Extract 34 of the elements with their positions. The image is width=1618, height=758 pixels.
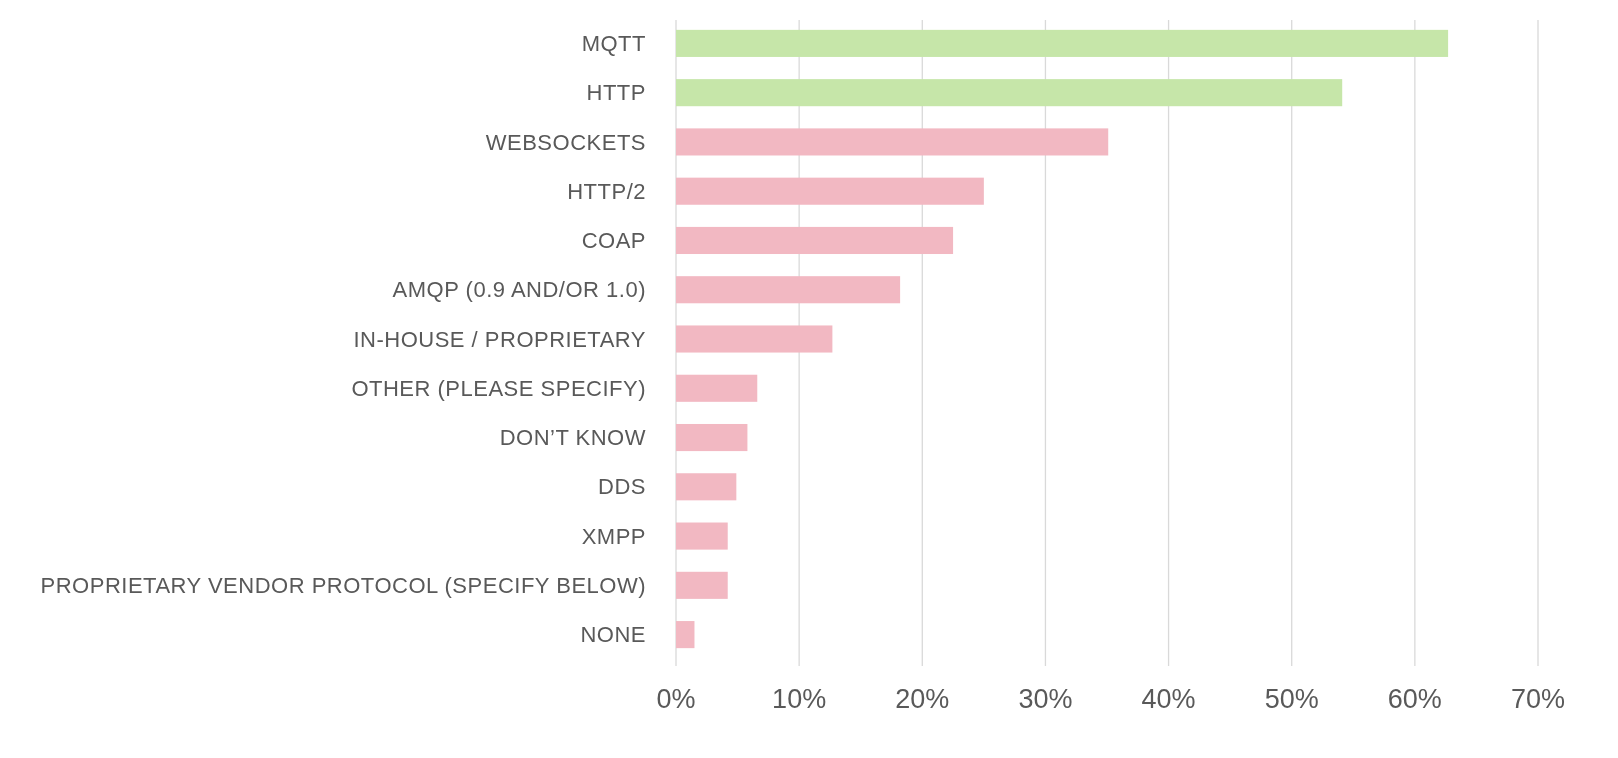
y-tick-label: MQTT [581, 31, 646, 57]
bar [676, 79, 1343, 107]
bar [676, 325, 833, 353]
bar [676, 276, 901, 304]
y-tick-label: IN-HOUSE / PROPRIETARY [353, 326, 646, 352]
x-tick-label: 20% [895, 684, 950, 714]
bar [676, 226, 954, 255]
bar [676, 522, 728, 550]
y-tick-label: HTTP [586, 80, 646, 106]
y-tick-label: PROPRIETARY VENDOR PROTOCOL (SPECIFY BELOW) [40, 573, 646, 599]
bar [676, 128, 1109, 156]
bar [676, 423, 748, 452]
bar [676, 571, 728, 599]
y-tick-label: XMPP [581, 523, 646, 549]
y-tick-label: HTTP/2 [567, 178, 646, 204]
x-tick-label: 40% [1141, 684, 1196, 714]
y-tick-label: WEBSOCKETS [485, 129, 646, 155]
x-tick-label: 70% [1510, 684, 1566, 714]
y-tick-label: COAP [581, 228, 646, 254]
y-tick-label: NONE [580, 622, 646, 648]
bar [676, 621, 695, 649]
bar [676, 374, 758, 402]
x-tick-label: 30% [1018, 684, 1073, 714]
y-tick-label: AMQP (0.9 AND/OR 1.0) [392, 277, 646, 303]
y-tick-label: DON’T KNOW [499, 425, 646, 451]
y-tick-label: OTHER (PLEASE SPECIFY) [351, 375, 646, 401]
x-tick-label: 50% [1264, 684, 1319, 714]
bar [676, 177, 984, 205]
y-tick-label: DDS [598, 474, 646, 500]
x-tick-label: 0% [656, 684, 696, 714]
x-tick-label: 10% [772, 684, 827, 714]
x-tick-label: 60% [1387, 684, 1442, 714]
bar [676, 29, 1449, 57]
bar [676, 473, 737, 501]
